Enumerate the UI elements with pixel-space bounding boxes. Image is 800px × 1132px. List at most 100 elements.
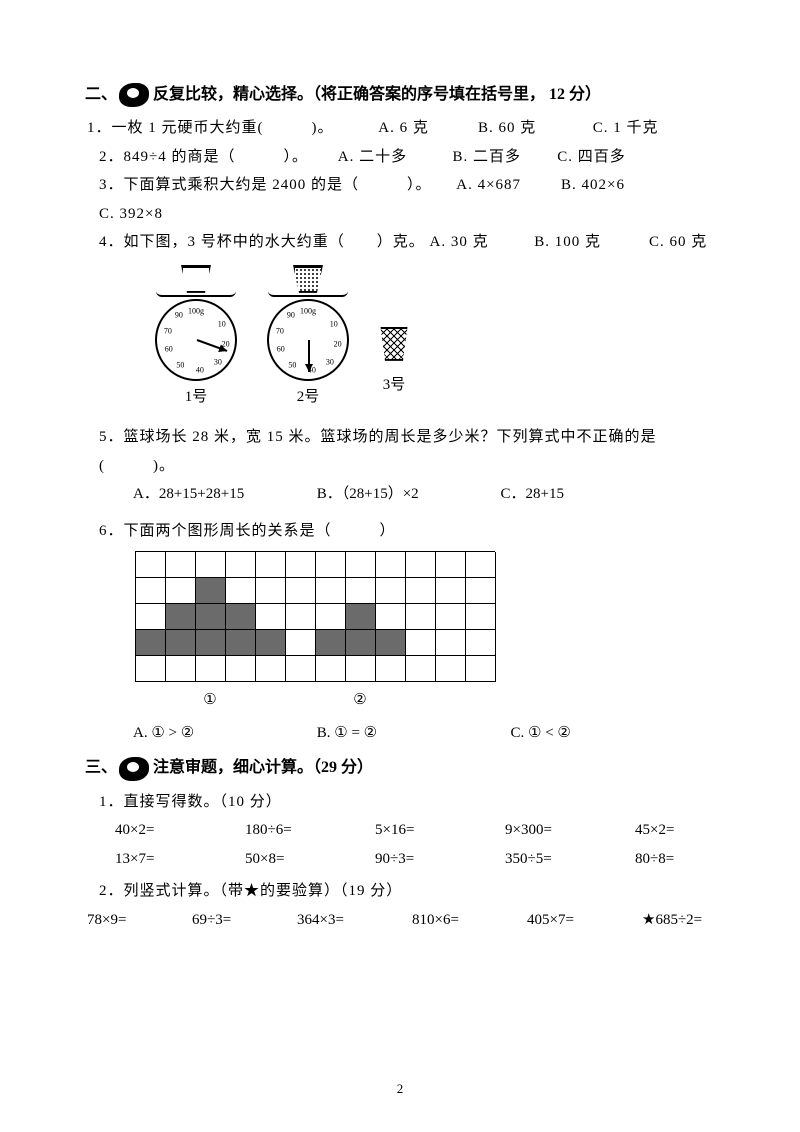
face-icon <box>119 83 149 107</box>
scale-1-label: 1号 <box>185 383 208 412</box>
grid-cell <box>166 604 196 630</box>
grid-cell <box>466 552 496 578</box>
q2-6-c: C. ① < ② <box>511 719 571 748</box>
grid-cell <box>166 630 196 656</box>
q2-2: 2．849÷4 的商是（ ）。 A. 二十多 B. 二百多 C. 四百多 <box>99 143 720 172</box>
calc-1-1: 40×2= <box>115 816 245 845</box>
grid-cell <box>196 578 226 604</box>
grid-cell <box>346 656 376 682</box>
grid-cell <box>376 604 406 630</box>
calc-2-1: 13×7= <box>115 845 245 874</box>
grid-cell <box>436 578 466 604</box>
q2-2-b: B. 二百多 <box>452 143 552 172</box>
grid-cell <box>256 656 286 682</box>
q2-4-a: A. 30 克 <box>430 228 530 257</box>
section-3-prefix: 三、 <box>85 753 117 783</box>
grid-cell <box>376 630 406 656</box>
grid-cell <box>286 630 316 656</box>
grid-labels: ① ② <box>135 686 720 715</box>
q2-6-a: A. ① > ② <box>133 719 313 748</box>
q3-1: 1．直接写得数。（10 分） <box>99 788 720 817</box>
basket-icon <box>379 327 409 361</box>
grid-cell <box>136 552 166 578</box>
q2-5: 5．篮球场长 28 米，宽 15 米。篮球场的周长是多少米？下列算式中不正确的是… <box>99 423 720 480</box>
scale-1: 100g 10 20 30 40 50 60 70 90 1号 <box>155 265 237 412</box>
q2-3: 3．下面算式乘积大约是 2400 的是（ ）。 A. 4×687 B. 402×… <box>99 171 720 228</box>
grid-label-2: ② <box>285 686 435 715</box>
grid-cell <box>316 552 346 578</box>
grid-cell <box>436 630 466 656</box>
grid-cell <box>256 578 286 604</box>
dial-1: 100g 10 20 30 40 50 60 70 90 <box>155 299 237 381</box>
calc-1-4: 9×300= <box>505 816 635 845</box>
q2-5-b: B．（28+15）×2 <box>317 480 497 509</box>
q2-5-a: A．28+15+28+15 <box>133 480 313 509</box>
grid-cell <box>286 578 316 604</box>
grid-cell <box>196 552 226 578</box>
grid-cell <box>406 578 436 604</box>
grid-cell <box>376 552 406 578</box>
calc-3-3: 364×3= <box>297 906 412 935</box>
calc-2-4: 350÷5= <box>505 845 635 874</box>
grid-cell <box>286 656 316 682</box>
page-number: 2 <box>0 1077 800 1102</box>
face-icon <box>119 757 149 781</box>
q2-3-c: C. 392×8 <box>99 200 163 229</box>
grid-cell <box>346 578 376 604</box>
scales-figure: 100g 10 20 30 40 50 60 70 90 1号 100g 10 … <box>155 265 720 412</box>
calc-2-2: 50×8= <box>245 845 375 874</box>
grid-cell <box>466 578 496 604</box>
grid-cell <box>166 656 196 682</box>
cup-2 <box>293 265 323 293</box>
calc-3-2: 69÷3= <box>192 906 297 935</box>
grid-cell <box>466 630 496 656</box>
grid-cell <box>406 656 436 682</box>
q2-5-options: A．28+15+28+15 B．（28+15）×2 C．28+15 <box>133 480 720 509</box>
grid-cell <box>436 604 466 630</box>
q2-4-b: B. 100 克 <box>534 228 644 257</box>
q3-2: 2．列竖式计算。（带★的要验算）（19 分） <box>99 877 720 906</box>
grid-cell <box>196 656 226 682</box>
grid-cell <box>166 578 196 604</box>
grid-cell <box>316 656 346 682</box>
grid-cell <box>256 630 286 656</box>
q2-6-options: A. ① > ② B. ① = ② C. ① < ② <box>133 719 720 748</box>
section-2-title: 二、 反复比较，精心选择。（将正确答案的序号填在括号里， 12 分） <box>85 80 720 110</box>
calc-1-5: 45×2= <box>635 816 674 845</box>
grid-cell <box>226 630 256 656</box>
q2-1: 1．一枚 1 元硬币大约重( )。 A. 6 克 B. 60 克 C. 1 千克 <box>87 114 720 143</box>
grid-cell <box>226 578 256 604</box>
perimeter-grid <box>135 551 720 682</box>
q2-2-c: C. 四百多 <box>557 143 626 172</box>
calc-row-2: 13×7= 50×8= 90÷3= 350÷5= 80÷8= <box>115 845 720 874</box>
grid-cell <box>136 630 166 656</box>
section-2-heading: 反复比较，精心选择。（将正确答案的序号填在括号里， 12 分） <box>153 80 601 110</box>
grid-cell <box>136 578 166 604</box>
scale-3-label: 3号 <box>383 371 406 400</box>
grid-cell <box>286 552 316 578</box>
section-2-prefix: 二、 <box>85 80 117 110</box>
grid-cell <box>346 604 376 630</box>
grid-cell <box>406 630 436 656</box>
grid-cell <box>136 656 166 682</box>
q2-2-text: 2．849÷4 的商是（ ）。 <box>99 149 308 165</box>
grid-cell <box>316 630 346 656</box>
q2-2-a: A. 二十多 <box>338 143 448 172</box>
grid-cell <box>406 552 436 578</box>
q2-1-b: B. 60 克 <box>478 114 588 143</box>
grid-cell <box>256 604 286 630</box>
q2-5-c: C．28+15 <box>501 480 564 509</box>
section-3-title: 三、 注意审题，细心计算。（29 分） <box>85 753 720 783</box>
grid-cell <box>406 604 436 630</box>
grid-cell <box>316 604 346 630</box>
q2-4: 4．如下图，3 号杯中的水大约重（ ）克。 A. 30 克 B. 100 克 C… <box>99 228 720 257</box>
calc-3-5: 405×7= <box>527 906 642 935</box>
q2-1-c: C. 1 千克 <box>593 114 659 143</box>
q2-3-a: A. 4×687 <box>456 171 556 200</box>
q2-5-text: 5．篮球场长 28 米，宽 15 米。篮球场的周长是多少米？下列算式中不正确的是… <box>99 429 657 474</box>
q2-6: 6．下面两个图形周长的关系是（ ） <box>99 517 720 546</box>
grid-cell <box>256 552 286 578</box>
grid-cell <box>316 578 346 604</box>
grid-cell <box>466 656 496 682</box>
calc-2-5: 80÷8= <box>635 845 674 874</box>
